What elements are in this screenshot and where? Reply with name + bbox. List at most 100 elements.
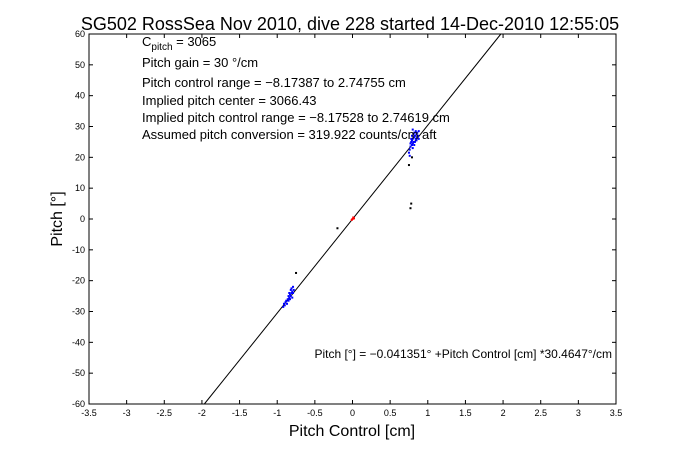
data-point [285,299,288,302]
data-point [283,304,286,307]
data-point [350,218,353,221]
data-point [412,133,415,136]
data-point [417,130,420,133]
data-point [411,128,414,131]
series-2 [295,156,413,274]
x-tick-label: 3.5 [610,408,623,418]
data-point [413,131,416,134]
data-point [286,298,289,301]
data-point [410,202,413,205]
data-point [410,140,413,143]
data-point [288,292,291,294]
y-tick-label: 30 [75,122,85,132]
data-point [290,287,293,290]
data-point [408,148,411,151]
data-point [292,292,295,294]
x-tick-label: -2 [198,408,206,418]
data-point [411,137,414,140]
series-1 [350,216,356,221]
data-point [410,137,413,140]
x-tick-label: 2 [501,408,506,418]
x-tick-label: 1.5 [459,408,472,418]
data-point [289,293,292,296]
data-point [291,296,294,299]
data-point [289,295,292,298]
data-point [410,144,413,146]
y-tick-label: -40 [72,337,85,347]
data-point [284,301,287,304]
x-tick-label: -0.5 [307,408,323,418]
y-tick-label: -60 [72,399,85,409]
x-tick-label: -1.5 [232,408,248,418]
data-point [413,144,416,146]
y-tick-label: -50 [72,368,85,378]
data-point [410,139,413,142]
annotation-c-pitch-sub: pitch [151,42,172,53]
data-point [291,290,294,293]
data-point [286,302,289,305]
x-tick-label: 2.5 [534,408,547,418]
data-point [295,271,298,274]
data-point [411,147,414,150]
x-tick-label: 1 [425,408,430,418]
y-tick-label: 50 [75,60,85,70]
data-point [417,137,420,140]
y-tick-label: -10 [72,245,85,255]
x-tick-label: 0 [350,408,355,418]
data-point [407,151,410,154]
annotation-c-pitch-value: = 3065 [173,34,217,49]
annotation-pitch-conversion: Assumed pitch conversion = 319.922 count… [142,127,437,142]
fit-equation-label: Pitch [°] = −0.041351° +Pitch Control [c… [314,347,612,361]
data-point [409,142,412,145]
data-point [413,140,416,143]
data-point [415,139,418,142]
data-point [409,145,412,148]
annotation-block: Cpitch = 3065 Pitch gain = 30 °/cm Pitch… [142,34,450,142]
data-point [414,130,417,133]
x-axis-label: Pitch Control [cm] [289,423,415,440]
scatter-points [282,128,420,308]
x-tick-label: -3 [123,408,131,418]
annotation-pitch-control-range: Pitch control range = −8.17387 to 2.7475… [142,75,406,90]
data-point [407,164,410,167]
x-tick-label: -2.5 [157,408,173,418]
data-point [414,137,417,140]
data-point [353,217,356,220]
data-point [411,142,414,145]
data-point [416,131,419,134]
annotation-c-pitch: Cpitch = 3065 [142,34,216,53]
y-tick-label: 40 [75,91,85,101]
data-point [292,288,295,291]
annotation-implied-pitch-center: Implied pitch center = 3066.43 [142,93,317,108]
data-point [287,299,290,302]
data-point [416,136,419,139]
y-tick-label: 60 [75,29,85,39]
y-tick-label: 20 [75,152,85,162]
x-tick-label: -1 [273,408,281,418]
annotation-c-pitch-base: C [142,34,151,49]
y-tick-label: -30 [72,307,85,317]
data-point [289,298,292,301]
x-tick-label: -3.5 [81,408,97,418]
x-axis-ticks: -3.5 -3 -2.5 -2 -1.5 -1 -0.5 0 0.5 1 1.5 2 2.5 3 3.5 [81,34,622,418]
y-tick-label: 0 [80,214,85,224]
annotation-implied-control-range: Implied pitch control range = −8.17528 t… [142,110,450,125]
annotation-pitch-gain: Pitch gain = 30 °/cm [142,55,258,70]
data-point [287,295,290,298]
data-point [415,133,418,136]
x-tick-label: 0.5 [384,408,397,418]
data-point [413,134,416,137]
data-point [290,292,293,294]
y-axis-ticks: -60 -50 -40 -30 -20 -10 0 10 20 30 40 50 60 [72,29,616,409]
data-point [336,227,339,230]
data-point [282,302,285,305]
y-tick-label: 10 [75,183,85,193]
chart-title: SG502 RossSea Nov 2010, dive 228 started… [81,14,619,34]
data-point [408,154,411,157]
data-point [282,305,285,308]
data-point [292,285,295,288]
y-axis-label: Pitch [°] [49,191,66,246]
y-tick-label: -20 [72,276,85,286]
data-point [413,136,416,139]
